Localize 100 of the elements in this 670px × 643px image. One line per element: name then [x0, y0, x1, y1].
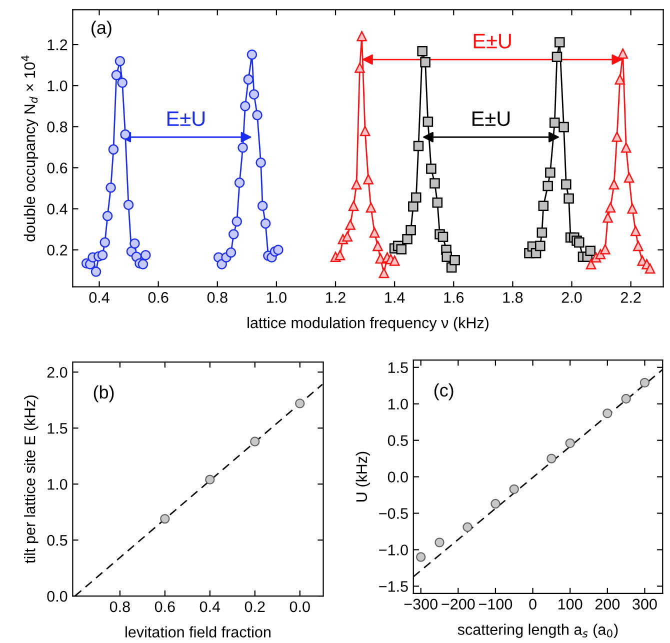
y-tick-label: 0.4: [47, 204, 68, 214]
point: [490, 498, 500, 509]
point: [561, 179, 572, 190]
point: [111, 70, 122, 80]
x-tick-label: 0: [529, 598, 536, 610]
x-tick-label: −200: [442, 598, 475, 610]
point: [130, 238, 140, 249]
x-tick-label: 0.4: [89, 292, 110, 303]
point: [549, 118, 560, 128]
point: [232, 216, 242, 227]
y-tick-label: 1.5: [388, 362, 408, 374]
point: [348, 200, 359, 212]
point: [205, 474, 215, 484]
point: [396, 244, 407, 254]
annotation: (b): [94, 385, 114, 402]
point: [100, 237, 110, 248]
annotation: E±U: [167, 112, 205, 126]
x-tick-label: 0.0: [290, 601, 310, 612]
y-tick-label: 0.2: [47, 244, 68, 256]
point: [250, 436, 260, 446]
point: [644, 263, 656, 274]
point: [342, 231, 352, 242]
point: [389, 256, 400, 266]
x-tick-label: 1.6: [444, 292, 464, 303]
x-tick-label: 100: [558, 598, 582, 610]
point: [462, 522, 472, 532]
x-tick-label: 300: [632, 598, 657, 610]
y-tick-label: 0.6: [47, 162, 68, 174]
point: [558, 122, 569, 132]
x-tick-label: −100: [479, 598, 512, 610]
y-axis-title: double occupancy N$_{d}$ × 10$^{4}$: [21, 55, 38, 242]
point: [160, 514, 170, 524]
point: [538, 200, 549, 212]
point: [226, 247, 236, 258]
y-tick-label: −1.0: [379, 544, 408, 556]
point: [621, 394, 631, 404]
point: [108, 144, 119, 155]
point: [234, 178, 245, 188]
point: [417, 46, 428, 56]
point: [120, 129, 130, 140]
point: [243, 74, 254, 85]
point: [117, 78, 128, 88]
y-tick-label: 1.0: [48, 80, 68, 92]
point: [620, 142, 632, 153]
point: [354, 62, 365, 73]
point: [295, 398, 305, 408]
x-tick-label: 1.4: [385, 292, 405, 303]
y-tick-label: 1.2: [48, 39, 68, 50]
point: [228, 229, 239, 240]
point: [238, 142, 248, 153]
point: [406, 224, 416, 236]
point: [402, 234, 412, 244]
point: [351, 179, 362, 190]
point: [536, 227, 548, 238]
point: [608, 179, 620, 190]
point: [438, 232, 448, 242]
y-tick-label: −0.5: [379, 508, 408, 519]
point: [509, 484, 519, 494]
point: [420, 57, 430, 68]
y-axis-title: U (kHz): [356, 452, 370, 502]
point: [252, 110, 262, 120]
x-tick-label: 0.8: [110, 601, 130, 612]
x-axis-title: lattice modulation frequency ν (kHz): [248, 316, 488, 332]
y-tick-label: 1.5: [48, 423, 68, 434]
point: [542, 180, 553, 192]
point: [123, 200, 134, 210]
x-axis-title: levitation field fraction: [126, 626, 270, 638]
y-tick-label: 1.0: [48, 478, 68, 490]
point: [564, 193, 574, 204]
annotation: (a): [92, 20, 112, 38]
y-tick-label: 0.0: [388, 472, 408, 482]
x-tick-label: 1.2: [326, 292, 346, 303]
x-tick-label: 1.8: [503, 292, 523, 303]
y-axis-title: tilt per lattice site E (kHz): [24, 396, 38, 564]
x-tick-label: 200: [595, 598, 620, 610]
point: [102, 210, 113, 222]
point: [602, 408, 612, 418]
point: [432, 197, 443, 208]
point: [90, 266, 102, 277]
x-tick-label: −300: [404, 598, 438, 610]
point: [260, 218, 271, 229]
point: [602, 212, 613, 223]
point: [633, 240, 644, 252]
point: [624, 172, 634, 183]
point: [345, 220, 356, 230]
annotation: E±U: [474, 34, 511, 48]
point: [240, 100, 250, 112]
x-tick-label: 0.4: [200, 601, 220, 612]
point: [545, 168, 556, 178]
point: [600, 244, 610, 254]
point: [426, 164, 436, 174]
point: [586, 259, 596, 270]
point: [140, 250, 151, 260]
point: [360, 126, 370, 136]
point: [246, 49, 258, 60]
y-tick-label: 2.0: [47, 366, 68, 378]
point: [627, 203, 638, 214]
point: [640, 378, 650, 388]
annotation: E±U: [472, 112, 510, 126]
point: [565, 438, 575, 448]
